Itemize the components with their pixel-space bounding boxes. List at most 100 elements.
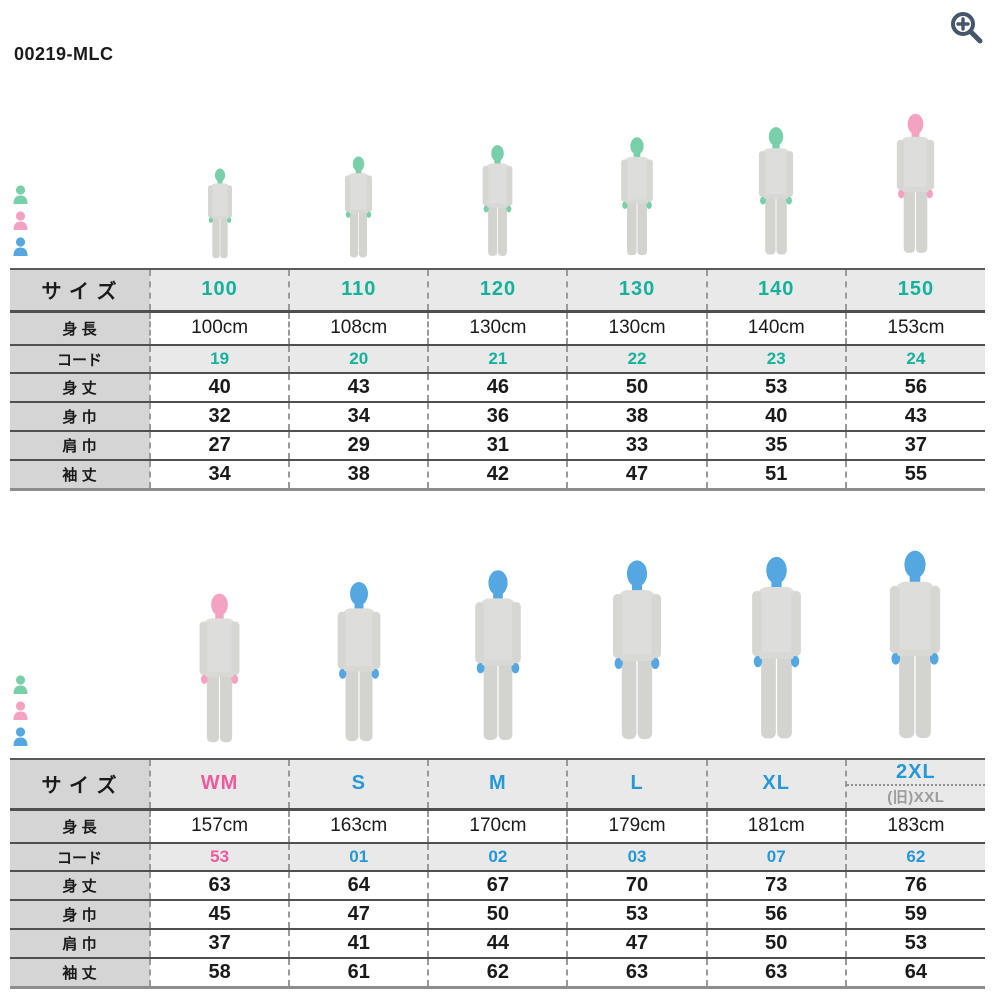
codes-cell: 23 <box>705 344 846 373</box>
legend-item-female-model <box>12 701 35 720</box>
legend-item-child-model <box>12 185 35 204</box>
male-model-icon <box>12 727 29 746</box>
sizes-cell: 110 <box>288 269 429 313</box>
row-label-codes: コード <box>10 344 150 373</box>
model-photo-child-110 <box>289 154 428 268</box>
row-body-length: 身 丈 63 64 67 70 73 76 <box>10 870 985 900</box>
model-figure <box>207 168 232 259</box>
row-label-body-length: 身 丈 <box>10 870 150 900</box>
row-label-shoulder-width: 肩 巾 <box>10 928 150 958</box>
codes-cell: 02 <box>427 842 568 871</box>
sizes-cell: 140 <box>705 269 846 313</box>
sleeve-length-cell: 47 <box>566 459 707 489</box>
sizes-cell: 150 <box>844 269 985 313</box>
sleeve-length-cell: 63 <box>705 957 846 987</box>
body-width-cell: 53 <box>566 899 707 929</box>
model-figure <box>199 593 240 743</box>
model-legend <box>10 668 35 758</box>
model-photo-male-2XL <box>846 546 985 758</box>
model-photo-male-S <box>289 578 428 758</box>
sizes-cell: 130 <box>566 269 707 313</box>
row-label-sizes: サ イ ズ <box>10 269 150 313</box>
shoulder-width-cell: 31 <box>427 430 568 460</box>
row-label-shoulder-width: 肩 巾 <box>10 430 150 460</box>
shoulder-width-cell: 41 <box>288 928 429 958</box>
row-sizes: サ イ ズ 100 110 120 130 140 150 <box>10 269 985 313</box>
size-header-old-name: (旧)XXL <box>887 789 945 807</box>
row-body-length: 身 丈 40 43 46 50 53 56 <box>10 372 985 402</box>
row-label-body-width: 身 巾 <box>10 899 150 929</box>
row-body-width: 身 巾 32 34 36 38 40 43 <box>10 401 985 431</box>
row-sleeve-length: 袖 丈 34 38 42 47 51 55 <box>10 459 985 489</box>
row-label-sizes: サ イ ズ <box>10 759 150 811</box>
heights-cell: 153cm <box>844 310 985 345</box>
model-figure <box>345 156 373 258</box>
child-model-icon <box>12 675 29 694</box>
heights-cell: 130cm <box>427 310 568 345</box>
model-figure <box>483 145 513 256</box>
model-legend <box>10 178 35 268</box>
heights-cell: 130cm <box>566 310 707 345</box>
heights-cell: 157cm <box>148 808 290 843</box>
heights-cell: 183cm <box>844 808 985 843</box>
codes-cell: 07 <box>705 842 846 871</box>
row-heights: 身 長 157cm 163cm 170cm 179cm 181cm 183cm <box>10 808 985 843</box>
zoom-in-button[interactable] <box>946 8 986 48</box>
model-photo-male-M <box>428 566 567 758</box>
shoulder-width-cell: 47 <box>566 928 707 958</box>
sleeve-length-cell: 62 <box>427 957 568 987</box>
model-photo-male-XL <box>707 552 846 758</box>
legend-item-female-model <box>12 211 35 230</box>
shoulder-width-cell: 27 <box>148 430 290 460</box>
female-model-icon <box>12 701 29 720</box>
heights-cell: 170cm <box>427 808 568 843</box>
model-figure <box>337 581 381 742</box>
sizes-cell: L <box>566 759 707 811</box>
body-length-cell: 43 <box>288 372 429 402</box>
size-header-current: 2XL <box>846 760 985 787</box>
kids-models-row <box>10 100 985 268</box>
sizes-cell: 100 <box>148 269 290 313</box>
model-photo-female-150 <box>846 110 985 268</box>
row-codes: コード 53 01 02 03 07 62 <box>10 842 985 871</box>
row-label-heights: 身 長 <box>10 808 150 843</box>
child-model-icon <box>12 185 29 204</box>
sleeve-length-cell: 34 <box>148 459 290 489</box>
legend-item-child-model <box>12 675 35 694</box>
model-photo-female-WM <box>150 590 289 758</box>
body-width-cell: 43 <box>844 401 985 431</box>
sleeve-length-cell: 55 <box>844 459 985 489</box>
row-label-codes: コード <box>10 842 150 871</box>
shoulder-width-cell: 44 <box>427 928 568 958</box>
sleeve-length-cell: 61 <box>288 957 429 987</box>
body-length-cell: 64 <box>288 870 429 900</box>
model-photo-child-120 <box>428 142 567 268</box>
heights-cell: 140cm <box>705 310 846 345</box>
body-width-cell: 36 <box>427 401 568 431</box>
row-label-body-width: 身 巾 <box>10 401 150 431</box>
body-width-cell: 38 <box>566 401 707 431</box>
row-body-width: 身 巾 45 47 50 53 56 59 <box>10 899 985 929</box>
body-width-cell: 45 <box>148 899 290 929</box>
codes-cell: 62 <box>844 842 985 871</box>
codes-cell: 19 <box>148 344 290 373</box>
sizes-cell: WM <box>148 759 290 811</box>
heights-cell: 181cm <box>705 808 846 843</box>
legend-item-male-model <box>12 237 35 256</box>
model-photo-child-140 <box>707 124 846 268</box>
model-figure <box>621 137 653 256</box>
model-figure <box>613 560 662 740</box>
codes-cell: 20 <box>288 344 429 373</box>
shoulder-width-cell: 37 <box>844 430 985 460</box>
row-shoulder-width: 肩 巾 37 41 44 47 50 53 <box>10 928 985 958</box>
body-width-cell: 32 <box>148 401 290 431</box>
adult-size-section: サ イ ズ WM S M L XL 2XL (旧)XXL 身 長 157cm 163cm 170cm 1… <box>10 540 985 989</box>
shoulder-width-cell: 33 <box>566 430 707 460</box>
sleeve-length-cell: 42 <box>427 459 568 489</box>
model-photo-male-L <box>568 556 707 758</box>
sleeve-length-cell: 38 <box>288 459 429 489</box>
body-width-cell: 59 <box>844 899 985 929</box>
body-width-cell: 50 <box>427 899 568 929</box>
body-length-cell: 53 <box>705 372 846 402</box>
row-label-body-length: 身 丈 <box>10 372 150 402</box>
